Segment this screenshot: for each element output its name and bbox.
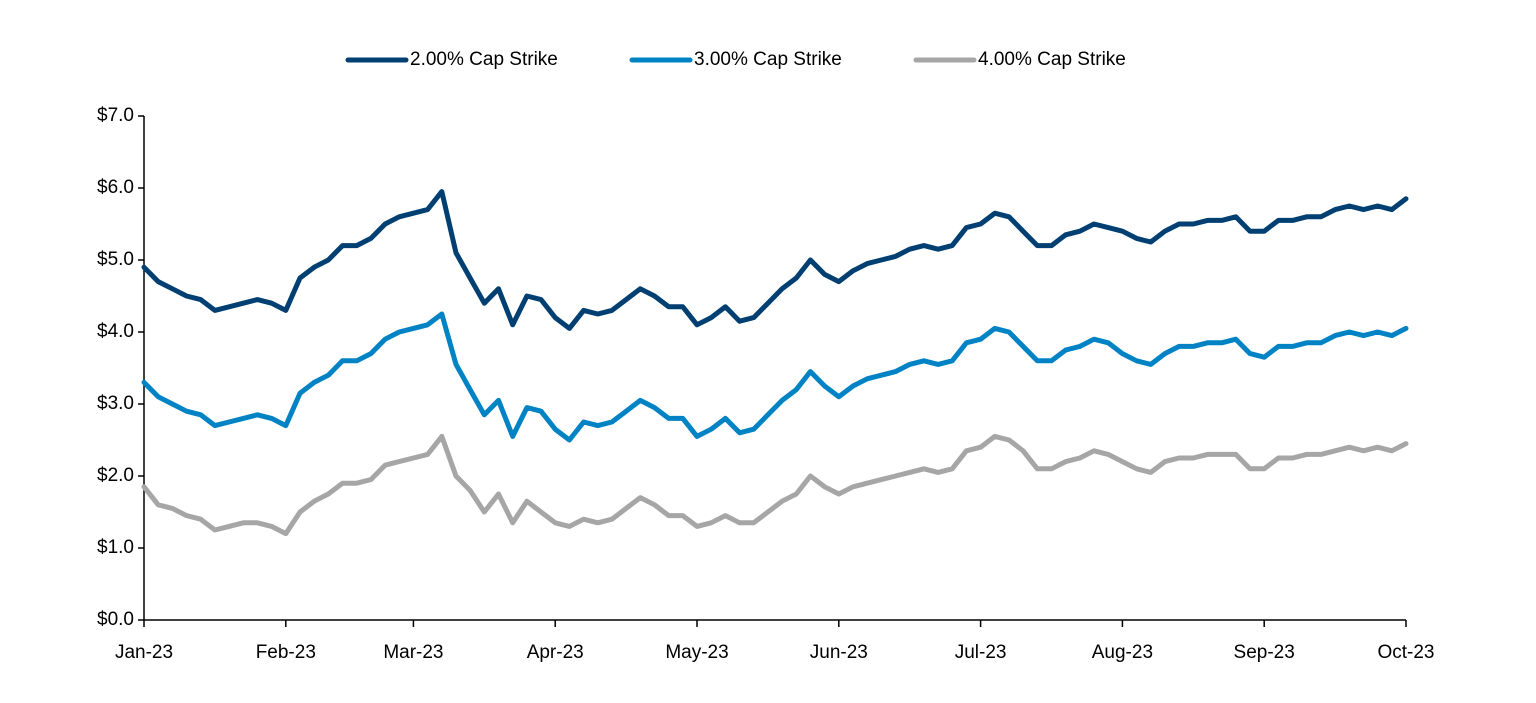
series-line bbox=[141, 189, 1409, 331]
x-tick-label: Jul-23 bbox=[955, 642, 1007, 663]
y-tick-label: $3.0 bbox=[97, 393, 134, 414]
x-tick-label: Apr-23 bbox=[527, 642, 584, 663]
y-tick-label: $6.0 bbox=[97, 177, 134, 198]
x-tick-label: Oct-23 bbox=[1377, 642, 1434, 663]
series-line bbox=[141, 433, 1409, 537]
legend-label: 2.00% Cap Strike bbox=[410, 49, 558, 70]
x-tick-label: Jun-23 bbox=[810, 642, 868, 663]
legend-label: 3.00% Cap Strike bbox=[694, 49, 842, 70]
y-tick-label: $2.0 bbox=[97, 465, 134, 486]
y-tick-label: $5.0 bbox=[97, 249, 134, 270]
y-tick-label: $4.0 bbox=[97, 321, 134, 342]
y-tick-label: $1.0 bbox=[97, 537, 134, 558]
x-tick-label: Aug-23 bbox=[1092, 642, 1153, 663]
y-tick-label: $7.0 bbox=[97, 105, 134, 126]
x-tick-label: Sep-23 bbox=[1234, 642, 1295, 663]
series-line bbox=[141, 311, 1409, 443]
legend-label: 4.00% Cap Strike bbox=[978, 49, 1126, 70]
x-tick-label: Mar-23 bbox=[383, 642, 443, 663]
x-tick-label: May-23 bbox=[665, 642, 728, 663]
x-tick-label: Feb-23 bbox=[256, 642, 316, 663]
x-tick-label: Jan-23 bbox=[115, 642, 173, 663]
y-tick-label: $0.0 bbox=[97, 609, 134, 630]
